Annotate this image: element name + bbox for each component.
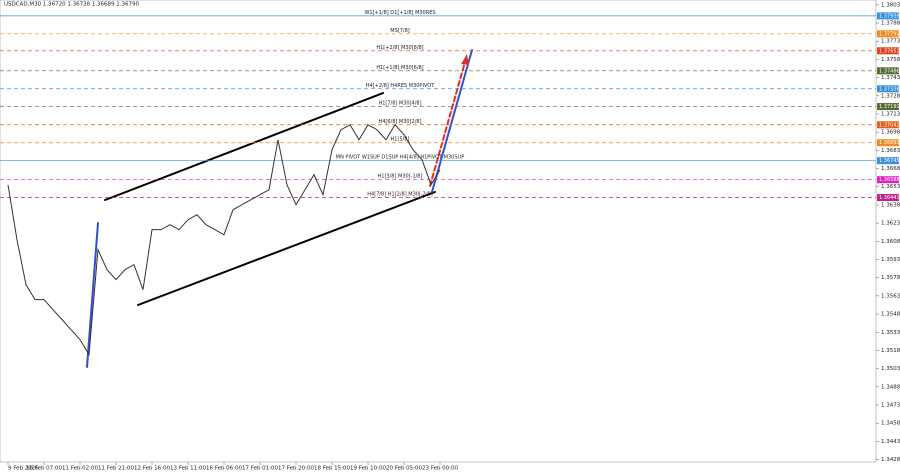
price-tag-label: 1.37939	[879, 13, 900, 19]
channel-lower	[137, 191, 436, 306]
y-tick-label: 1.36980	[881, 130, 900, 136]
price-tag	[877, 176, 899, 184]
y-tick-label: 1.36680	[881, 166, 900, 172]
price-tag	[877, 12, 899, 20]
level-label: H1[5/8]	[391, 137, 410, 143]
y-tick-label: 1.34430	[881, 439, 900, 445]
price-tag	[877, 121, 899, 129]
x-tick-label: 12 Feb 16:00	[134, 466, 171, 472]
y-tick-label: 1.36230	[881, 221, 900, 227]
level-label: MS[7/8]	[390, 28, 409, 34]
level-label: H4[7/8] H1[2/8] M30[-2/8]	[367, 192, 432, 198]
y-tick-label: 1.36530	[881, 184, 900, 190]
price-tag-label: 1.36745	[879, 158, 900, 164]
chart-title: USDCAD,M30 1.36720 1.36738 1.36689 1.367…	[4, 2, 140, 8]
x-tick-label: 10 Feb 07:00	[26, 466, 63, 472]
y-tick-label: 1.37130	[881, 111, 900, 117]
x-tick-label: 20 Feb 05:00	[386, 466, 423, 472]
x-tick-label: 17 Feb 20:00	[278, 466, 315, 472]
level-label: H1[7/8] M30[4/8]	[378, 101, 421, 107]
x-tick-label: 11 Feb 21:00	[98, 466, 135, 472]
y-tick-label: 1.34580	[881, 421, 900, 427]
price-tag	[877, 103, 899, 111]
level-label: MN PIVOT W1SUP D1SUP H4[4/8] H1PIVOT M30…	[336, 155, 464, 161]
x-tick-label: 23 Feb 00:00	[422, 466, 459, 472]
y-tick-label: 1.34880	[881, 384, 900, 390]
y-tick-label: 1.38030	[881, 2, 900, 8]
arrow-head	[461, 54, 469, 65]
price-tag	[877, 67, 899, 75]
price-tag-label: 1.37791	[879, 31, 900, 37]
price-tag	[877, 157, 899, 165]
price-tag-label: 1.36441	[879, 195, 900, 201]
y-tick-label: 1.34730	[881, 403, 900, 409]
price-tag-label: 1.37486	[879, 68, 900, 74]
price-tag	[877, 85, 899, 93]
level-label: H1[+2/8] M30[8/8]	[376, 45, 423, 51]
price-tag	[877, 194, 899, 202]
y-tick-label: 1.35180	[881, 348, 900, 354]
y-tick-label: 1.37430	[881, 75, 900, 81]
price-tag-label: 1.37338	[879, 86, 900, 92]
price-line	[7, 123, 441, 357]
y-tick-label: 1.36080	[881, 239, 900, 245]
y-tick-label: 1.37880	[881, 21, 900, 27]
level-label: H4[6/8] M30[2/8]	[378, 119, 421, 125]
y-tick-label: 1.35480	[881, 312, 900, 318]
x-tick-label: 19 Feb 10:00	[350, 466, 387, 472]
price-tag	[877, 30, 899, 38]
projection-line	[431, 49, 473, 193]
y-tick-label: 1.35030	[881, 366, 900, 372]
x-tick-label: 9 Feb 2026	[8, 466, 39, 472]
y-tick-label: 1.37580	[881, 57, 900, 63]
y-tick-label: 1.35630	[881, 293, 900, 299]
price-tag-label: 1.37651	[879, 48, 900, 54]
x-tick-label: 18 Feb 15:00	[314, 466, 351, 472]
price-tag	[877, 139, 899, 147]
channel-upper	[104, 92, 384, 201]
price-tag-label: 1.37041	[879, 122, 900, 128]
x-tick-label: 17 Feb 01:00	[242, 466, 279, 472]
price-tag-label: 1.36893	[879, 140, 900, 146]
price-tag-label: 1.37191	[879, 104, 900, 110]
x-tick-label: 16 Feb 06:00	[206, 466, 243, 472]
level-label: H1[+1/8] M30[6/8]	[376, 65, 423, 71]
level-label: H4[+2/8] H4RES M30PIVOT	[366, 83, 435, 89]
projection-arrow	[429, 61, 466, 187]
y-tick-label: 1.35930	[881, 257, 900, 263]
x-tick-label: 13 Feb 11:00	[170, 466, 207, 472]
y-tick-label: 1.34280	[881, 457, 900, 463]
y-tick-label: 1.36380	[881, 202, 900, 208]
price-tag-label: 1.36588	[879, 177, 900, 183]
level-label: W1[+1/8] D1[+1/8] M30RES	[364, 10, 435, 16]
y-tick-label: 1.35330	[881, 330, 900, 336]
price-tag	[877, 47, 899, 55]
annotations	[86, 49, 473, 368]
y-tick-label: 1.37730	[881, 39, 900, 45]
impulse-line	[86, 222, 99, 368]
y-tick-label: 1.37280	[881, 93, 900, 99]
level-label: H1[3/8] M30[-1/8]	[378, 174, 423, 180]
y-tick-label: 1.36830	[881, 148, 900, 154]
x-tick-label: 11 Feb 02:00	[62, 466, 99, 472]
plot-frame	[0, 0, 877, 463]
y-tick-label: 1.35780	[881, 275, 900, 281]
